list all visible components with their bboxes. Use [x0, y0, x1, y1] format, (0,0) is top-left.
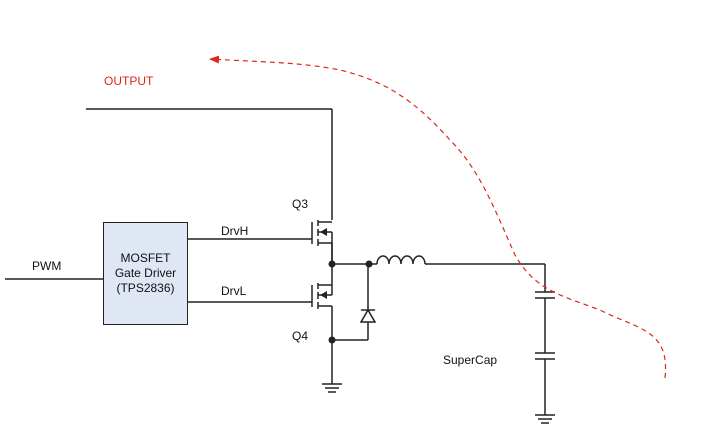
driver-line-1: MOSFET: [120, 251, 171, 265]
current-flow-path: [209, 55, 667, 379]
q4-mosfet: [311, 283, 333, 309]
q3-mosfet: [311, 220, 333, 264]
supercap-capacitor-lower: [535, 352, 555, 360]
drvh-label: DrvH: [221, 224, 249, 238]
diode-icon: [359, 308, 377, 323]
q4-label: Q4: [292, 329, 309, 343]
supercap-label: SuperCap: [443, 353, 498, 367]
pwm-label: PWM: [32, 259, 62, 273]
q3-label: Q3: [292, 197, 309, 211]
junction-switch-node: [328, 260, 336, 268]
junction-ground-return: [328, 336, 336, 344]
drvl-label: DrvL: [221, 284, 247, 298]
ground-icon-supercap: [535, 414, 555, 424]
ground-icon-q4: [322, 383, 342, 393]
gate-driver-box: MOSFET Gate Driver (TPS2836): [103, 222, 188, 325]
driver-line-3: (TPS2836): [116, 281, 175, 295]
driver-line-2: Gate Driver: [114, 266, 177, 280]
output-label: OUTPUT: [104, 74, 154, 88]
supercap-capacitor-upper: [535, 291, 555, 299]
inductor-icon: [369, 255, 426, 265]
